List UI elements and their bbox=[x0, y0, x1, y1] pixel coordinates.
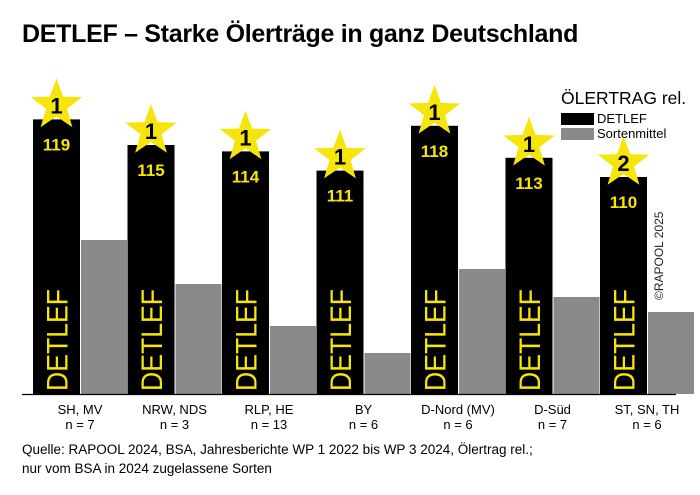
legend-label-sortenmittel: Sortenmittel bbox=[597, 126, 667, 142]
bar-sortenmittel bbox=[553, 297, 600, 394]
source-note: Quelle: RAPOOL 2024, BSA, Jahresberichte… bbox=[22, 440, 533, 478]
value-label: 115 bbox=[137, 161, 164, 180]
legend-label-detlef: DETLEF bbox=[597, 111, 647, 127]
category-label: RLP, HE bbox=[245, 402, 294, 417]
bar-sortenmittel bbox=[175, 284, 222, 394]
category-label: D-Süd bbox=[534, 402, 571, 417]
source-line: Quelle: RAPOOL 2024, BSA, Jahresberichte… bbox=[22, 442, 533, 457]
bar-detlef bbox=[411, 125, 458, 395]
bar-sortenmittel bbox=[364, 353, 411, 394]
legend-swatch-sortenmittel bbox=[561, 127, 594, 140]
sample-size-label: n = 7 bbox=[65, 417, 94, 432]
value-label: 111 bbox=[327, 187, 354, 206]
chart-title: DETLEF – Starke Ölerträge in ganz Deutsc… bbox=[22, 20, 579, 48]
bar-detlef bbox=[600, 177, 647, 394]
legend-item-sortenmittel: Sortenmittel bbox=[561, 125, 667, 142]
rank-star-icon bbox=[30, 78, 83, 128]
bar-series-label: DETLEF bbox=[42, 289, 75, 391]
value-label: 118 bbox=[421, 142, 448, 161]
bar-series-label: DETLEF bbox=[609, 289, 642, 391]
bar-detlef bbox=[316, 170, 364, 394]
rank-star-icon bbox=[219, 110, 272, 160]
bar-series-label: DETLEF bbox=[514, 289, 547, 391]
legend-swatch-detlef bbox=[561, 112, 594, 125]
rank-label: 1 bbox=[334, 145, 346, 170]
copyright-notice: ©RAPOOL 2025 bbox=[652, 211, 666, 300]
rank-label: 1 bbox=[239, 125, 251, 150]
rank-star-icon bbox=[314, 129, 366, 179]
rank-star-icon bbox=[125, 104, 177, 153]
bar-series-label: DETLEF bbox=[420, 289, 453, 391]
bar-detlef bbox=[505, 157, 553, 394]
sample-size-label: n = 13 bbox=[251, 417, 288, 432]
rank-star-icon bbox=[597, 136, 650, 185]
source-line: nur vom BSA in 2024 zugelassene Sorten bbox=[22, 461, 272, 476]
bar-sortenmittel bbox=[270, 326, 316, 394]
value-label: 114 bbox=[232, 167, 260, 186]
category-label: NRW, NDS bbox=[142, 402, 207, 417]
bar-detlef bbox=[127, 145, 175, 394]
rank-star-icon bbox=[503, 116, 555, 166]
bar-series-label: DETLEF bbox=[231, 289, 264, 391]
rank-label: 1 bbox=[428, 100, 440, 125]
category-label: BY bbox=[355, 402, 373, 417]
sample-size-label: n = 7 bbox=[538, 417, 567, 432]
bar-series-label: DETLEF bbox=[325, 289, 358, 391]
sample-size-label: n = 3 bbox=[160, 417, 189, 432]
bar-series-label: DETLEF bbox=[136, 289, 169, 391]
rank-label: 1 bbox=[145, 119, 157, 144]
value-label: 110 bbox=[610, 193, 637, 212]
category-label: ST, SN, TH bbox=[615, 402, 680, 417]
rank-label: 1 bbox=[50, 93, 62, 118]
rank-label: 2 bbox=[617, 151, 629, 176]
bar-sortenmittel bbox=[459, 269, 505, 394]
category-label: D-Nord (MV) bbox=[421, 402, 495, 417]
rank-star-icon bbox=[408, 84, 461, 134]
sample-size-label: n = 6 bbox=[349, 417, 378, 432]
sample-size-label: n = 6 bbox=[632, 417, 661, 432]
legend-title: ÖLERTRAG rel. bbox=[561, 88, 687, 108]
value-label: 119 bbox=[43, 135, 70, 154]
rank-label: 1 bbox=[523, 132, 535, 157]
bar-detlef bbox=[33, 119, 80, 395]
legend-item-detlef: DETLEF bbox=[561, 110, 647, 127]
bar-sortenmittel bbox=[648, 312, 694, 394]
category-label: SH, MV bbox=[58, 402, 103, 417]
sample-size-label: n = 6 bbox=[443, 417, 472, 432]
value-label: 113 bbox=[515, 174, 542, 193]
bar-sortenmittel bbox=[81, 240, 127, 394]
bar-detlef bbox=[222, 151, 269, 394]
